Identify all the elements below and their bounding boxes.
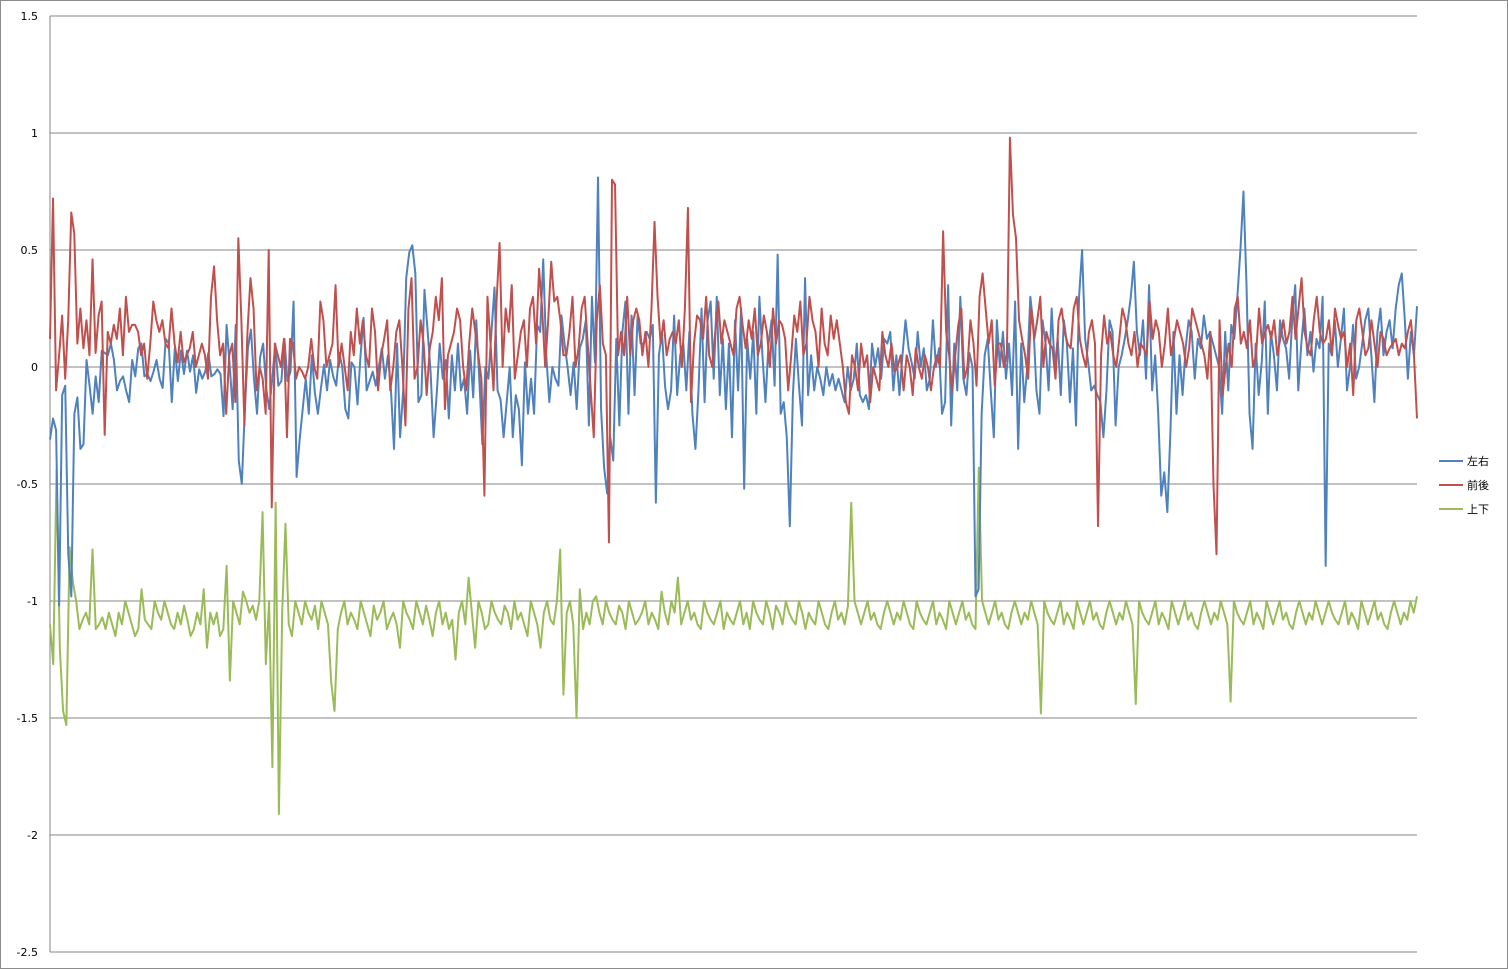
series-line-3 (49, 466, 1418, 815)
series-line-1 (49, 176, 1418, 607)
legend-label: 左右 (1467, 454, 1489, 468)
legend-label: 上下 (1467, 503, 1489, 516)
y-tick-label: -1.5 (17, 712, 38, 725)
series-lines (49, 136, 1418, 815)
y-tick-label: 0.5 (21, 244, 39, 257)
y-tick-label: -2.5 (17, 946, 38, 959)
gridlines (49, 15, 1417, 953)
legend-label: 前後 (1467, 478, 1489, 492)
legend-item-2: 前後 (1439, 478, 1489, 492)
y-tick-label: -2 (27, 829, 38, 842)
legend-item-1: 左右 (1439, 454, 1489, 468)
y-tick-label: 1.5 (21, 10, 39, 23)
y-axis-tick-labels: 1.5 1 0.5 0 -0.5 -1 -1.5 -2 -2.5 (17, 10, 38, 959)
y-tick-label: 0 (31, 361, 38, 374)
y-tick-label: -0.5 (17, 478, 38, 491)
legend-item-3: 上下 (1439, 503, 1489, 516)
series-line-2 (49, 136, 1418, 556)
y-tick-label: -1 (27, 595, 38, 608)
y-tick-label: 1 (31, 127, 38, 140)
